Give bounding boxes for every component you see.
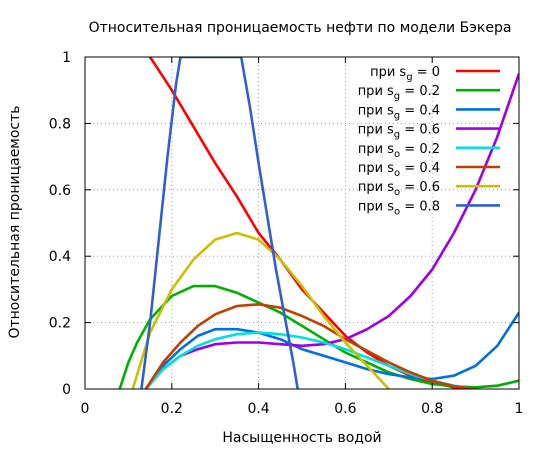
legend-label: при so = 0.6 xyxy=(358,180,440,198)
chart-title: Относительная проницаемость нефти по мод… xyxy=(89,20,512,36)
x-tick-label: 0.6 xyxy=(334,401,356,417)
legend-label: при so = 0.8 xyxy=(358,199,440,217)
curves xyxy=(118,57,519,389)
legend-label: при sg = 0 xyxy=(370,65,440,83)
y-tick-label: 0.2 xyxy=(49,316,71,332)
legend-entry-4: при sg = 0.6 xyxy=(358,123,500,141)
x-axis-label: Насыщенность водой xyxy=(222,430,381,446)
x-tick-label: 1 xyxy=(515,401,524,417)
x-tick-label: 0.8 xyxy=(421,401,443,417)
y-tick-label: 1 xyxy=(62,50,71,66)
series-line-8 xyxy=(140,57,299,389)
y-axis-label: Относительная проницаемость xyxy=(7,105,23,338)
legend-entry-3: при sg = 0.4 xyxy=(358,103,500,121)
legend-entry-2: при sg = 0.2 xyxy=(358,84,500,102)
legend-entry-7: при so = 0.6 xyxy=(358,180,500,198)
x-tick-label: 0.4 xyxy=(247,401,269,417)
series-line-7 xyxy=(131,231,390,389)
legend-label: при so = 0.2 xyxy=(358,142,440,160)
x-tick-label: 0.2 xyxy=(161,401,183,417)
series-line-6 xyxy=(144,302,476,389)
legend-entry-1: при sg = 0 xyxy=(370,65,500,83)
series-line-4 xyxy=(144,73,519,389)
y-tick-label: 0.8 xyxy=(49,116,71,132)
legend-label: при so = 0.4 xyxy=(358,161,440,179)
legend-entry-6: при so = 0.4 xyxy=(358,161,500,179)
y-tick-label: 0 xyxy=(62,382,71,398)
legend-label: при sg = 0.4 xyxy=(358,103,440,121)
x-tick-label: 0 xyxy=(81,401,90,417)
legend-label: при sg = 0.6 xyxy=(358,123,440,141)
series-line-3 xyxy=(144,311,519,389)
plot-frame xyxy=(84,56,520,390)
legend-entry-5: при so = 0.2 xyxy=(358,142,500,160)
legend-entry-8: при so = 0.8 xyxy=(358,199,500,217)
y-tick-label: 0.6 xyxy=(49,183,71,199)
axis-ticks: 0 0.2 0.4 0.6 0.8 1 0 0.2 0.4 0.6 0.8 1 xyxy=(49,50,524,417)
grid xyxy=(85,57,519,389)
y-tick-label: 0.4 xyxy=(49,249,71,265)
legend-label: при sg = 0.2 xyxy=(358,84,440,102)
